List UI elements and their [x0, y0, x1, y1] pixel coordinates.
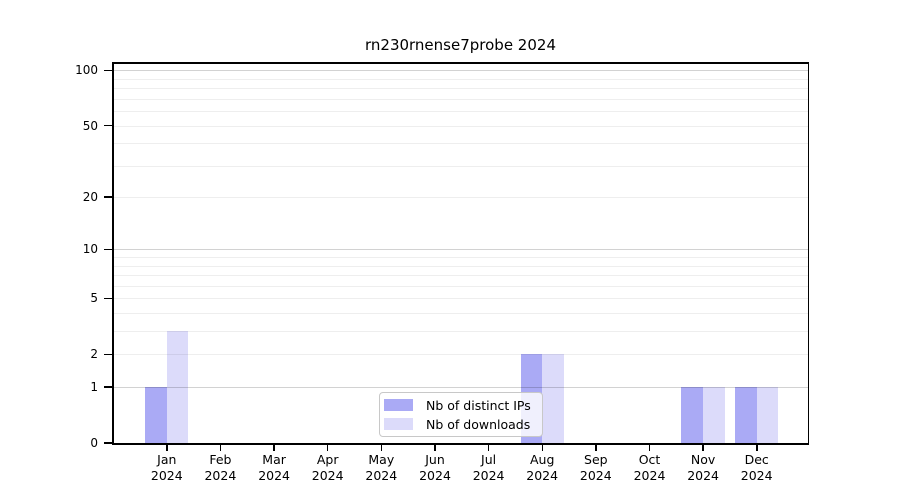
bar-distinct-ips-dec — [735, 387, 757, 443]
x-tick-label-nov: Nov 2024 — [687, 452, 719, 483]
y-tick-20 — [104, 196, 112, 198]
gridline-2 — [114, 354, 808, 356]
x-tick-jun — [434, 444, 436, 451]
gridline-6 — [114, 285, 808, 287]
gridline-20 — [114, 197, 808, 199]
right-spine — [807, 62, 810, 445]
y-tick-100 — [104, 69, 112, 72]
legend-entry-downloads: Nb of downloads — [384, 417, 542, 432]
x-tick-feb — [219, 444, 222, 451]
x-tick-aug — [541, 444, 543, 451]
gridline-30 — [114, 165, 808, 167]
y-tick-label-10: 10 — [82, 242, 98, 257]
x-tick-label-aug: Aug 2024 — [526, 452, 559, 483]
gridline-4 — [114, 313, 808, 314]
gridline-10 — [114, 249, 808, 251]
bar-downloads-dec — [756, 387, 779, 443]
bar-distinct-ips-jan — [145, 387, 167, 443]
y-tick-label-50: 50 — [82, 118, 98, 133]
gridline-5 — [114, 298, 808, 300]
gridline-1 — [114, 387, 808, 388]
y-tick-label-2: 2 — [90, 347, 98, 362]
gridline-40 — [114, 143, 808, 145]
x-tick-jul — [487, 444, 490, 451]
x-tick-label-dec: Dec 2024 — [740, 452, 773, 483]
gridline-9 — [114, 257, 808, 259]
top-spine — [112, 62, 810, 64]
y-tick-50 — [104, 124, 112, 127]
gridline-7 — [114, 275, 808, 277]
y-tick-label-20: 20 — [82, 190, 98, 205]
y-tick-label-0: 0 — [90, 436, 98, 450]
x-tick-dec — [756, 444, 758, 451]
legend-label-distinct-ips: Nb of distinct IPs — [426, 397, 531, 413]
left-spine — [112, 62, 114, 445]
gridline-50 — [114, 125, 808, 127]
gridline-8 — [114, 265, 808, 267]
x-tick-mar — [273, 444, 275, 451]
y-tick-label-100: 100 — [75, 63, 98, 78]
y-tick-1 — [104, 386, 112, 388]
chart-title: rn230rnense7probe 2024 — [364, 36, 556, 54]
legend: Nb of distinct IPs Nb of downloads — [379, 392, 543, 437]
bar-distinct-ips-nov — [681, 387, 704, 443]
x-tick-may — [380, 444, 383, 451]
gridline-80 — [114, 88, 808, 90]
x-tick-label-feb: Feb 2024 — [204, 452, 237, 483]
x-tick-label-may: May 2024 — [365, 452, 398, 483]
y-tick-label-5: 5 — [90, 291, 98, 306]
x-tick-label-jun: Jun 2024 — [419, 452, 451, 483]
y-tick-10 — [104, 248, 112, 251]
x-tick-label-apr: Apr 2024 — [311, 452, 344, 483]
y-tick-0 — [104, 442, 112, 444]
x-tick-label-sep: Sep 2024 — [579, 452, 612, 483]
x-tick-jan — [166, 444, 168, 451]
gridline-60 — [114, 111, 808, 113]
x-tick-nov — [702, 444, 704, 451]
bar-downloads-nov — [703, 387, 725, 443]
x-tick-label-jan: Jan 2024 — [150, 452, 183, 483]
y-tick-label-1: 1 — [90, 380, 98, 394]
bar-downloads-aug — [542, 354, 564, 443]
y-tick-2 — [104, 353, 112, 355]
legend-swatch-downloads — [384, 418, 413, 430]
legend-swatch-distinct-ips — [384, 399, 413, 411]
x-tick-label-oct: Oct 2024 — [633, 452, 666, 483]
bottom-spine — [112, 443, 810, 445]
gridline-100 — [114, 70, 808, 72]
gridline-70 — [114, 98, 808, 100]
x-tick-oct — [648, 444, 651, 451]
x-tick-label-jul: Jul 2024 — [472, 452, 505, 483]
x-tick-apr — [326, 444, 329, 451]
legend-label-downloads: Nb of downloads — [426, 416, 531, 432]
gridline-3 — [114, 331, 808, 333]
gridline-90 — [114, 78, 808, 80]
x-tick-label-mar: Mar 2024 — [258, 452, 290, 483]
bar-downloads-jan — [166, 331, 189, 443]
legend-entry-distinct-ips: Nb of distinct IPs — [384, 398, 542, 413]
y-tick-5 — [104, 297, 112, 300]
x-tick-sep — [595, 444, 597, 451]
